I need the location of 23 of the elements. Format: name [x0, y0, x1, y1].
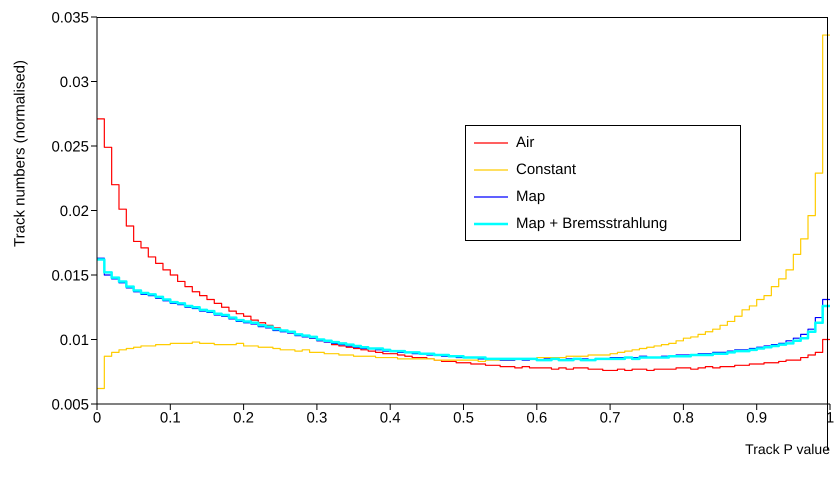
x-axis-title: Track P value [745, 441, 830, 457]
y-tick-label: 0.02 [60, 202, 89, 220]
y-tick-label: 0.015 [51, 267, 89, 284]
x-tick-label: 0.3 [306, 410, 328, 427]
y-axis-title: Track numbers (normalised) [12, 60, 29, 247]
x-tick-label: 0.6 [526, 410, 548, 427]
legend-label: Constant [516, 161, 576, 178]
x-tick-label: 0.7 [600, 410, 621, 427]
x-tick-label: 0.1 [160, 410, 181, 427]
y-tick-label: 0.035 [51, 9, 89, 26]
legend-label: Air [516, 134, 534, 151]
legend-label: Map [516, 188, 546, 205]
x-tick-label: 0.8 [672, 410, 694, 427]
x-tick-label: 0.2 [233, 410, 254, 427]
x-tick-label: 0.5 [453, 410, 474, 427]
x-tick-label: 0.4 [380, 410, 401, 427]
y-tick-label: 0.025 [51, 138, 89, 156]
x-tick-label: 0.9 [746, 410, 768, 427]
y-tick-label: 0.03 [60, 74, 89, 91]
y-tick-label: 0.01 [60, 332, 89, 349]
x-tick-label: 0 [92, 410, 102, 427]
y-tick-label: 0.005 [51, 396, 89, 414]
legend-label: Map + Bremsstrahlung [516, 215, 668, 232]
